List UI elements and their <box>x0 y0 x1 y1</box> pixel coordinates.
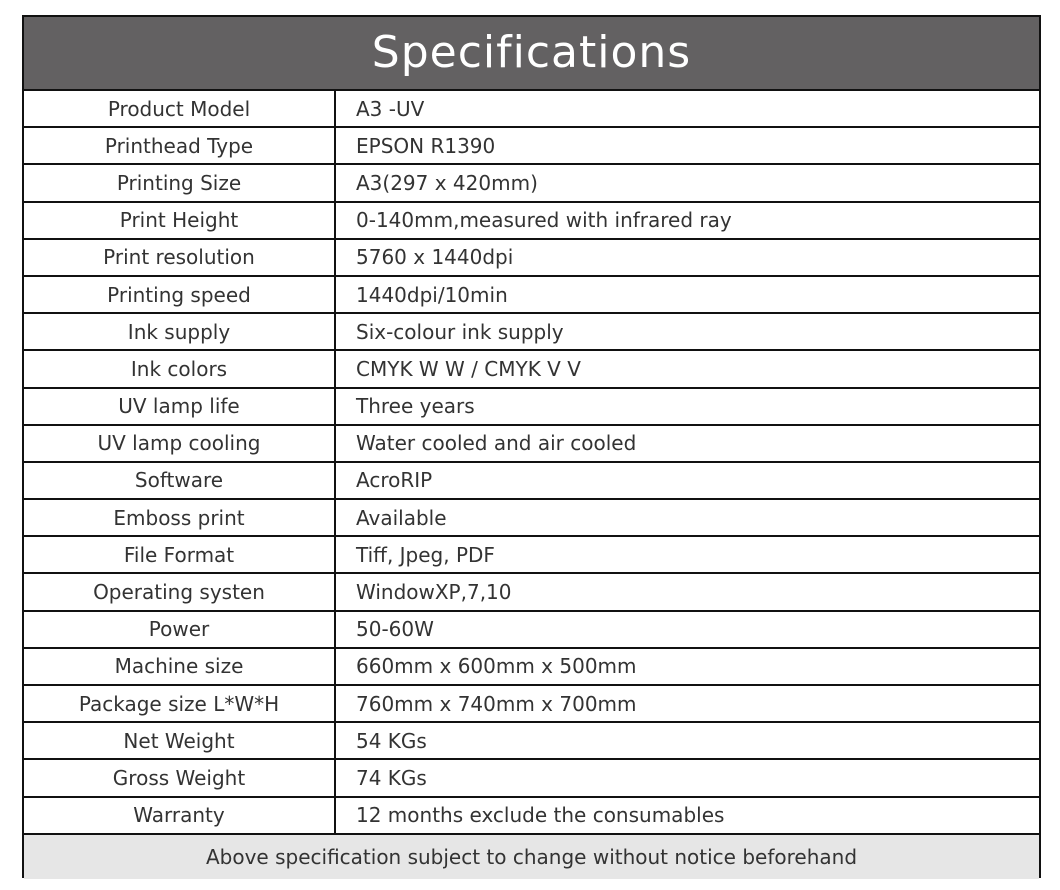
spec-label: Ink colors <box>24 350 336 389</box>
table-row: Machine size 660mm x 600mm x 500mm <box>24 647 1039 687</box>
spec-value: A3 -UV <box>335 91 1039 129</box>
table-row: Product Model A3 -UV <box>24 91 1039 129</box>
table-row: Warranty 12 months exclude the consumable… <box>24 796 1039 835</box>
spec-label: Gross Weight <box>24 759 336 798</box>
footer-note: Above specification subject to change wi… <box>24 834 1039 879</box>
spec-label: Operating systen <box>24 573 336 612</box>
table-row: Printing speed 1440dpi/10min <box>24 275 1039 315</box>
spec-value: 12 months exclude the consumables <box>335 796 1039 835</box>
spec-value: 0-140mm,measured with infrared ray <box>335 201 1039 240</box>
spec-label: Software <box>24 461 336 501</box>
spec-value: 660mm x 600mm x 500mm <box>335 647 1039 687</box>
table-row: Operating systen WindowXP,7,10 <box>24 573 1039 612</box>
spec-rows: Product Model A3 -UV Printhead Type EPSON R… <box>24 91 1039 835</box>
spec-value: 1440dpi/10min <box>335 275 1039 315</box>
spec-value: WindowXP,7,10 <box>335 573 1039 612</box>
spec-label: Print resolution <box>24 238 336 277</box>
spec-label: Machine size <box>24 647 336 687</box>
spec-label: Printhead Type <box>24 127 336 166</box>
spec-value: 760mm x 740mm x 700mm <box>335 685 1039 724</box>
table-row: Print resolution 5760 x 1440dpi <box>24 238 1039 277</box>
spec-label: Power <box>24 610 336 649</box>
spec-value: EPSON R1390 <box>335 127 1039 166</box>
table-row: Ink supply Six-colour ink supply <box>24 313 1039 352</box>
spec-label: UV lamp cooling <box>24 424 336 463</box>
spec-value: AcroRIP <box>335 461 1039 501</box>
spec-label: Package size L*W*H <box>24 685 336 724</box>
spec-label: UV lamp life <box>24 387 336 426</box>
page-title: Specifications <box>24 17 1039 91</box>
table-row: Net Weight 54 KGs <box>24 722 1039 761</box>
table-row: UV lamp cooling Water cooled and air cool… <box>24 424 1039 463</box>
spec-label: File Format <box>24 536 336 575</box>
spec-value: Three years <box>335 387 1039 426</box>
table-row: Printhead Type EPSON R1390 <box>24 127 1039 166</box>
spec-value: Water cooled and air cooled <box>335 424 1039 463</box>
table-row: Power 50-60W <box>24 610 1039 649</box>
spec-value: CMYK W W / CMYK V V <box>335 350 1039 389</box>
table-row: UV lamp life Three years <box>24 387 1039 426</box>
spec-label: Warranty <box>24 796 336 835</box>
spec-value: Six-colour ink supply <box>335 313 1039 352</box>
table-row: Gross Weight 74 KGs <box>24 759 1039 798</box>
spec-value: Tiff, Jpeg, PDF <box>335 536 1039 575</box>
spec-value: A3(297 x 420mm) <box>335 164 1039 203</box>
spec-label: Ink supply <box>24 313 336 352</box>
spec-value: 5760 x 1440dpi <box>335 238 1039 277</box>
spec-value: 74 KGs <box>335 759 1039 798</box>
table-row: File Format Tiff, Jpeg, PDF <box>24 536 1039 575</box>
spec-label: Print Height <box>24 201 336 240</box>
spec-label: Printing speed <box>24 275 336 315</box>
table-row: Printing Size A3(297 x 420mm) <box>24 164 1039 203</box>
spec-value: 54 KGs <box>335 722 1039 761</box>
spec-label: Emboss print <box>24 499 336 538</box>
spec-table: Specifications Product Model A3 -UV Printh… <box>22 15 1041 879</box>
table-row: Emboss print Available <box>24 499 1039 538</box>
table-row: Ink colors CMYK W W / CMYK V V <box>24 350 1039 389</box>
spec-value: 50-60W <box>335 610 1039 649</box>
spec-label: Product Model <box>24 91 336 129</box>
table-row: Print Height 0-140mm,measured with infrar… <box>24 201 1039 240</box>
table-row: Package size L*W*H 760mm x 740mm x 700mm <box>24 685 1039 724</box>
spec-label: Net Weight <box>24 722 336 761</box>
spec-value: Available <box>335 499 1039 538</box>
table-row: Software AcroRIP <box>24 461 1039 501</box>
spec-label: Printing Size <box>24 164 336 203</box>
